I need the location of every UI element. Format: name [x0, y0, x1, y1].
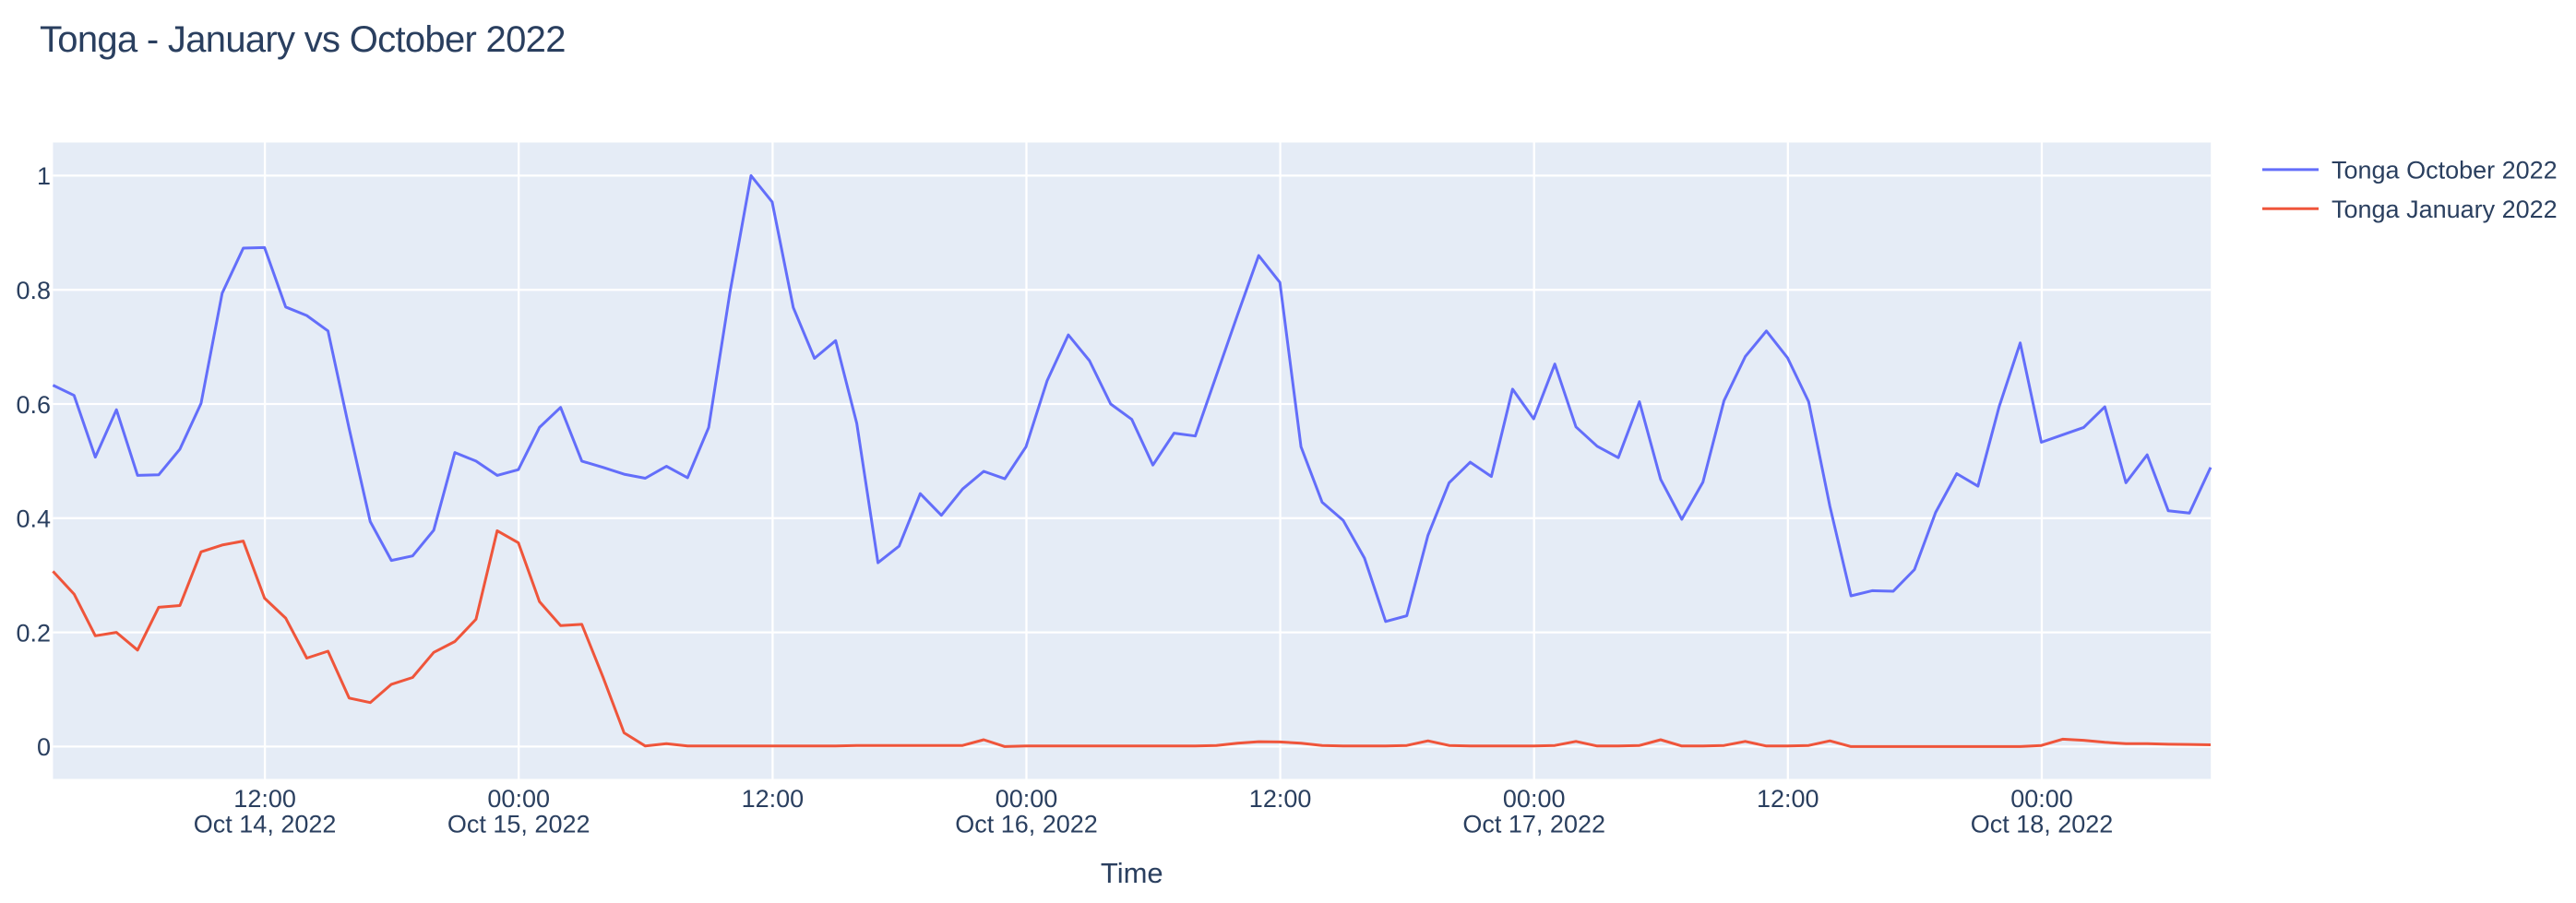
svg-text:12:00: 12:00 [1249, 785, 1312, 813]
svg-text:12:00: 12:00 [1757, 785, 1819, 813]
svg-text:Oct 16, 2022: Oct 16, 2022 [955, 811, 1098, 838]
svg-text:0: 0 [37, 733, 51, 761]
svg-text:00:00: 00:00 [996, 785, 1058, 813]
svg-text:Tonga January 2022: Tonga January 2022 [2332, 196, 2558, 223]
svg-text:12:00: 12:00 [233, 785, 296, 813]
svg-text:Time: Time [1101, 857, 1163, 889]
svg-text:Tonga October 2022: Tonga October 2022 [2332, 157, 2558, 184]
svg-text:Oct 17, 2022: Oct 17, 2022 [1462, 811, 1605, 838]
svg-text:0.6: 0.6 [16, 391, 51, 419]
svg-text:00:00: 00:00 [487, 785, 550, 813]
svg-text:00:00: 00:00 [2010, 785, 2073, 813]
svg-text:00:00: 00:00 [1503, 785, 1566, 813]
svg-text:Tonga - January vs October 202: Tonga - January vs October 2022 [40, 19, 566, 60]
svg-text:1: 1 [37, 162, 51, 190]
svg-text:12:00: 12:00 [742, 785, 805, 813]
svg-text:Oct 15, 2022: Oct 15, 2022 [447, 811, 590, 838]
svg-text:0.2: 0.2 [16, 619, 51, 647]
svg-text:0.4: 0.4 [16, 505, 51, 533]
svg-text:Oct 18, 2022: Oct 18, 2022 [1971, 811, 2114, 838]
svg-text:Oct 14, 2022: Oct 14, 2022 [194, 811, 337, 838]
svg-text:0.8: 0.8 [16, 277, 51, 304]
